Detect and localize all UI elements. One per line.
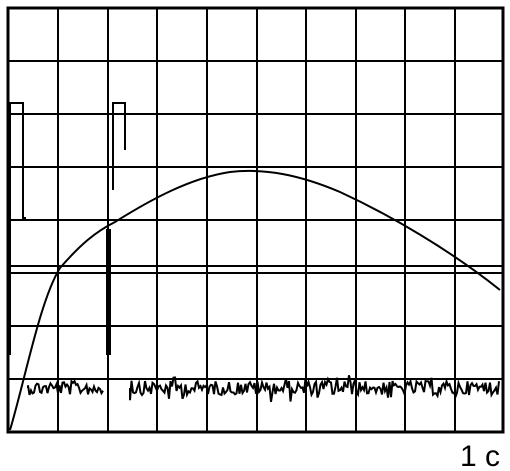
curve-trace bbox=[9, 169, 501, 431]
screen-border bbox=[6, 6, 505, 434]
grid bbox=[8, 8, 503, 432]
time-scale-label: 1 c bbox=[460, 440, 500, 471]
noise-trace bbox=[27, 375, 500, 402]
pulse-trace bbox=[9, 102, 126, 355]
